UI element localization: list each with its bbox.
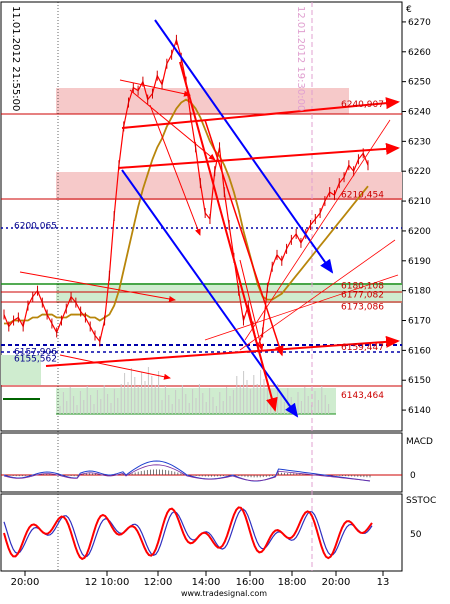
thin-red-7: [129, 89, 216, 161]
x-tick-label: 20:00: [11, 577, 40, 588]
support-band-1: [56, 283, 402, 303]
thin-red-4: [244, 119, 391, 341]
x-tick-label: 18:00: [278, 577, 307, 588]
level-label: 6200,065: [14, 222, 57, 232]
x-axis-ticks: 20:00 12 10:00 12:00 14:00 16:00 18:00 20:00 13: [11, 571, 390, 588]
left-timestamp: 11.01.2012 21:55:00: [10, 6, 21, 111]
y-tick-label: 6160: [408, 346, 431, 356]
y-tick-label: 6250: [408, 78, 431, 88]
thin-red-8: [149, 104, 201, 236]
level-labels: 6240,907 6210,454 6200,065 6180,1086177,082…: [14, 100, 384, 401]
macd-line: [3, 460, 371, 482]
sstoc-label: SSTOC: [406, 496, 436, 506]
x-tick-label: 12 10:00: [85, 577, 130, 588]
volume-bars: [59, 367, 330, 414]
downtrend-line-1: [154, 19, 334, 274]
sstoc-level-label: 50: [410, 530, 422, 540]
y-axis-ticks: 6140 6150 6160 6170 6180 6190 6200 6210 6220 6230…: [402, 18, 431, 416]
x-tick-label: 12:00: [144, 577, 173, 588]
macd-signal: [3, 464, 371, 482]
x-tick-label: 20:00: [322, 577, 351, 588]
y-tick-label: 6230: [408, 137, 431, 147]
macd-lines: [3, 460, 371, 482]
y-tick-label: 6240: [408, 107, 431, 117]
fan-red-1: [179, 61, 278, 412]
mid-timestamp: 12.01.2012 19:30:00: [295, 6, 306, 111]
moving-average: [4, 98, 369, 325]
fan-red-2: [204, 119, 284, 357]
level-label: 6143,464: [341, 391, 384, 401]
y-tick-label: 6180: [408, 287, 431, 297]
y-tick-label: 6270: [408, 18, 431, 28]
y-tick-label: 6140: [408, 406, 431, 416]
y-tick-label: 6200: [408, 227, 431, 237]
level-label: 6173,086: [341, 302, 384, 312]
support-band-2: [1, 355, 41, 385]
level-label: 6210,454: [341, 191, 384, 201]
y-tick-label: 6210: [408, 197, 431, 207]
downtrend-line-2: [121, 169, 299, 418]
thin-red-2: [59, 354, 171, 380]
main-panel-frame: [0, 1, 403, 432]
y-tick-label: 6220: [408, 167, 431, 177]
thin-red-6: [204, 274, 399, 341]
stoch-k-line: [3, 506, 373, 561]
level-label: 6157,906: [14, 348, 57, 358]
resistance-band-upper: [56, 88, 349, 114]
currency-symbol: €: [406, 5, 412, 15]
level-label: 6177,082: [341, 290, 384, 300]
level-label: 6159,447: [341, 343, 384, 353]
stoch-d-line: [3, 508, 373, 558]
x-tick-label: 13: [377, 577, 390, 588]
macd-label: MACD: [406, 437, 433, 447]
level-label: 6155,562: [14, 355, 57, 365]
x-tick-label: 16:00: [236, 577, 265, 588]
footer-url: www.tradesignal.com: [181, 589, 267, 598]
thin-red-1: [19, 271, 176, 302]
trend-red-mid: [117, 142, 400, 169]
thin-red-5: [239, 239, 396, 351]
trend-red-low: [45, 335, 400, 367]
y-tick-label: 6170: [408, 317, 431, 327]
sstoc-panel-frame: [0, 493, 403, 572]
macd-zero-label: 0: [410, 471, 416, 481]
y-tick-label: 6260: [408, 48, 431, 58]
stochastic-lines: [3, 506, 373, 561]
x-tick-label: 14:00: [192, 577, 221, 588]
level-label: 6180,108: [341, 281, 384, 291]
y-tick-label: 6190: [408, 257, 431, 267]
thin-red-9: [239, 259, 264, 351]
level-label: 6240,907: [341, 100, 384, 110]
y-tick-label: 6150: [408, 376, 431, 386]
macd-panel-frame: [0, 432, 403, 493]
thin-red-3: [119, 79, 191, 97]
trend-red-top: [121, 97, 400, 129]
series-line: [4, 98, 369, 325]
